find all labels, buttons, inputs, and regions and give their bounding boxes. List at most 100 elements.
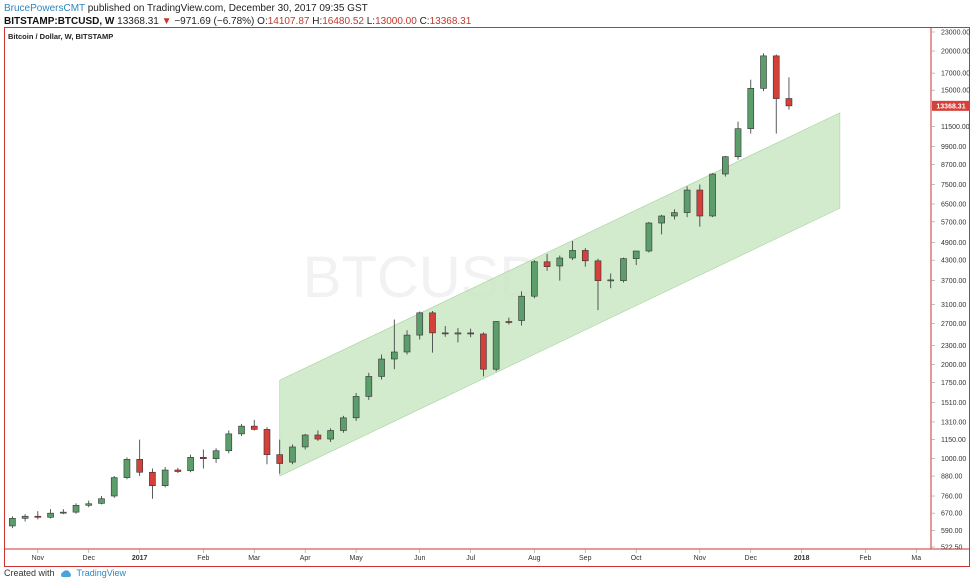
candle[interactable]: [531, 260, 538, 299]
candle-body: [9, 518, 16, 527]
candle-body: [671, 212, 678, 217]
candle[interactable]: [174, 467, 182, 474]
time-axis[interactable]: Nov Dec 2017 Feb Mar Apr May Jun Jul Aug Sep Oct Nov…: [32, 549, 922, 562]
candle[interactable]: [441, 326, 449, 337]
y-tick-label: 2000.00: [941, 362, 966, 369]
candle[interactable]: [378, 354, 385, 380]
candle[interactable]: [556, 255, 564, 281]
x-tick-label: Dec: [83, 555, 96, 562]
y-tick-label: 1000.00: [941, 456, 966, 463]
candle[interactable]: [21, 514, 29, 522]
candle[interactable]: [72, 503, 80, 514]
candle-body: [505, 321, 513, 323]
candle[interactable]: [263, 427, 271, 465]
candle[interactable]: [581, 248, 589, 267]
price-axis[interactable]: 522.50 590.00 670.00 760.00 880.00 1000.00 115…: [931, 30, 970, 552]
candle[interactable]: [59, 509, 67, 515]
candle[interactable]: [505, 317, 513, 325]
x-tick-label: Oct: [631, 555, 642, 562]
candle-body: [225, 433, 233, 452]
candle[interactable]: [340, 415, 347, 433]
candle[interactable]: [161, 467, 169, 488]
candle[interactable]: [607, 273, 615, 289]
candle[interactable]: [9, 516, 16, 529]
candle[interactable]: [785, 77, 793, 110]
candle[interactable]: [569, 241, 576, 261]
candle[interactable]: [543, 253, 551, 271]
candle[interactable]: [772, 54, 780, 134]
candle-body: [632, 250, 640, 259]
candle-body: [390, 351, 398, 360]
candle-body: [620, 258, 627, 281]
candle-body: [98, 498, 105, 504]
y-tick-label: 23000.00: [941, 30, 970, 37]
candle[interactable]: [734, 121, 742, 160]
y-tick-label: 7500.00: [941, 182, 966, 189]
candle[interactable]: [301, 433, 309, 450]
candle-body: [21, 515, 29, 519]
candle-body: [238, 425, 245, 435]
candle[interactable]: [327, 428, 334, 443]
candle[interactable]: [620, 257, 627, 283]
candle[interactable]: [238, 424, 245, 437]
candle[interactable]: [467, 328, 474, 338]
price-chart[interactable]: BTCUSD 522.50590.00670.00760.00880.00100…: [4, 27, 970, 567]
candle[interactable]: [658, 214, 665, 235]
candle[interactable]: [200, 449, 207, 469]
candle[interactable]: [518, 291, 525, 326]
y-tick-label: 2300.00: [941, 343, 966, 350]
y-tick-label: 5700.00: [941, 219, 966, 226]
y-tick-label: 4300.00: [941, 258, 966, 265]
candle[interactable]: [123, 457, 131, 480]
candle[interactable]: [403, 330, 411, 355]
author-link[interactable]: BrucePowersCMT: [4, 3, 85, 14]
candle-body: [174, 469, 182, 472]
candle-body: [441, 332, 449, 335]
candle[interactable]: [683, 186, 691, 218]
candle[interactable]: [187, 454, 194, 473]
y-tick-label: 1310.00: [941, 419, 966, 426]
candle[interactable]: [760, 53, 767, 92]
candle[interactable]: [250, 419, 258, 431]
x-tick-label: Mar: [248, 555, 261, 562]
candle[interactable]: [480, 332, 487, 377]
candle[interactable]: [149, 468, 156, 499]
candle[interactable]: [47, 509, 54, 519]
candle[interactable]: [632, 250, 640, 266]
candle[interactable]: [645, 221, 653, 253]
candle[interactable]: [225, 430, 233, 454]
tradingview-link[interactable]: TradingView: [76, 568, 127, 578]
candle[interactable]: [136, 439, 143, 477]
candle-body: [200, 457, 207, 459]
y-tick-label: 8700.00: [941, 162, 966, 169]
candle[interactable]: [85, 500, 93, 508]
candle[interactable]: [429, 310, 436, 353]
x-tick-label: Nov: [694, 555, 707, 562]
candle[interactable]: [696, 184, 704, 227]
candle[interactable]: [709, 173, 716, 218]
candle[interactable]: [594, 258, 602, 311]
x-tick-label: Ma: [911, 555, 921, 562]
candle-body: [747, 88, 755, 130]
candle[interactable]: [671, 209, 678, 220]
candle[interactable]: [98, 496, 105, 505]
candle-body: [314, 434, 322, 440]
candle[interactable]: [492, 321, 500, 372]
candle[interactable]: [276, 439, 284, 474]
candle[interactable]: [390, 319, 398, 370]
candle[interactable]: [747, 79, 755, 134]
y-tick-label: 3700.00: [941, 278, 966, 285]
x-tick-label: Jun: [414, 555, 425, 562]
candle[interactable]: [289, 444, 296, 465]
candle[interactable]: [416, 311, 424, 340]
candle[interactable]: [34, 511, 42, 520]
candle[interactable]: [110, 476, 118, 498]
candle[interactable]: [454, 328, 462, 343]
candle[interactable]: [314, 430, 322, 441]
candle-body: [301, 434, 309, 448]
candle-body: [161, 469, 169, 486]
candle[interactable]: [365, 372, 373, 400]
candle[interactable]: [352, 393, 360, 421]
candle[interactable]: [212, 448, 220, 463]
candle[interactable]: [722, 155, 729, 177]
